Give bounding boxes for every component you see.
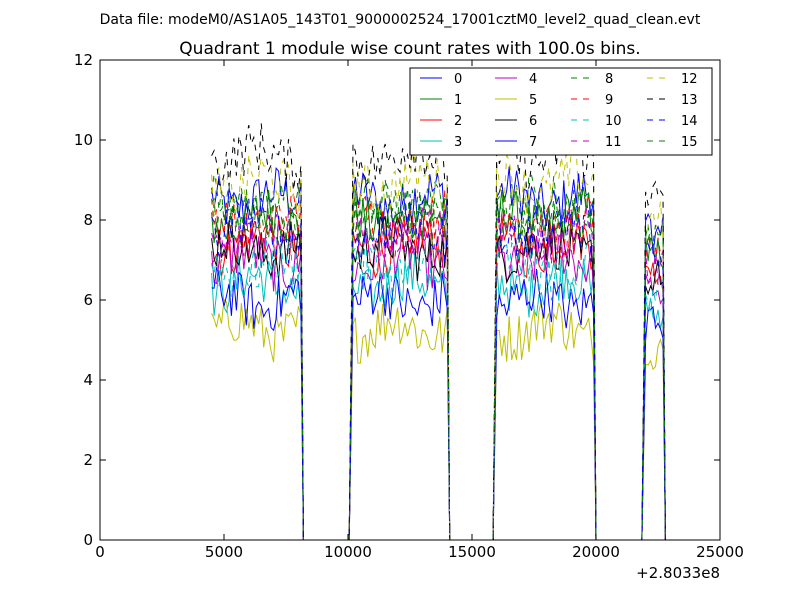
y-tick-label: 6	[83, 291, 93, 309]
legend-label-14: 14	[681, 114, 698, 129]
legend-label-7: 7	[529, 135, 537, 150]
x-offset-label: +2.8033e8	[636, 564, 720, 582]
series-line-8	[211, 173, 666, 541]
y-tick-label: 10	[74, 131, 93, 149]
legend-label-13: 13	[681, 93, 698, 108]
series-line-15	[211, 176, 666, 541]
series-line-7	[211, 267, 666, 541]
legend-label-11: 11	[605, 135, 622, 150]
series-line-5	[211, 298, 666, 541]
legend-label-2: 2	[454, 114, 462, 129]
series-line-9	[211, 189, 666, 541]
y-tick-label: 4	[83, 371, 93, 389]
data-file-label: Data file: modeM0/AS1A05_143T01_90000025…	[100, 12, 701, 28]
series-line-4	[211, 222, 666, 541]
series-layer	[211, 123, 666, 541]
series-line-1	[211, 186, 666, 541]
chart-title: Quadrant 1 module wise count rates with …	[179, 39, 640, 59]
legend-label-9: 9	[605, 93, 613, 108]
legend-label-10: 10	[605, 114, 622, 129]
y-tick-label: 0	[83, 531, 93, 549]
series-line-14	[211, 192, 666, 541]
legend-label-1: 1	[454, 93, 462, 108]
x-tick-label: 20000	[572, 543, 620, 561]
series-line-11	[211, 201, 666, 541]
x-tick-label: 25000	[696, 543, 744, 561]
series-line-6	[211, 216, 666, 541]
x-tick-label: 5000	[205, 543, 243, 561]
y-tick-label: 2	[83, 451, 93, 469]
legend-label-6: 6	[529, 114, 537, 129]
y-tick-label: 12	[74, 51, 93, 69]
legend-label-5: 5	[529, 93, 537, 108]
legend-label-8: 8	[605, 72, 613, 87]
series-line-12	[211, 149, 666, 541]
legend-label-3: 3	[454, 135, 462, 150]
legend-label-15: 15	[681, 135, 698, 150]
y-tick-label: 8	[83, 211, 93, 229]
series-line-3	[211, 251, 666, 541]
series-line-10	[211, 234, 666, 541]
x-tick-label: 15000	[448, 543, 496, 561]
legend-label-12: 12	[681, 72, 698, 87]
x-tick-label: 0	[95, 543, 105, 561]
x-tick-label: 10000	[324, 543, 372, 561]
legend-label-4: 4	[529, 72, 537, 87]
legend-label-0: 0	[454, 72, 462, 87]
